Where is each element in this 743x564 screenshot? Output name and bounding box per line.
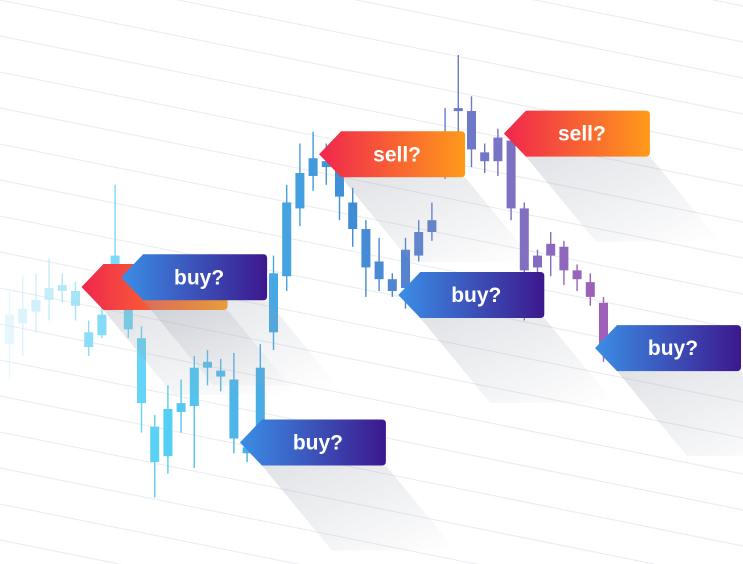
tag-shadow xyxy=(261,465,456,551)
candle-body xyxy=(229,379,239,439)
candle xyxy=(453,55,463,138)
candle-body xyxy=(295,173,305,209)
tag-shadow xyxy=(143,300,338,386)
candle-body xyxy=(467,111,476,150)
buy-signal-tag: buy? xyxy=(239,419,456,551)
candle-body xyxy=(453,108,463,112)
candle-body xyxy=(480,152,490,162)
candle xyxy=(84,320,94,356)
buy-signal-tag: buy? xyxy=(595,325,743,457)
grid-line xyxy=(0,503,300,564)
candle-body xyxy=(44,288,54,300)
grid-line xyxy=(0,323,743,475)
candle-body xyxy=(242,447,252,454)
candle-body xyxy=(401,249,410,289)
candle xyxy=(57,273,67,303)
candle xyxy=(348,187,358,247)
candle-body xyxy=(255,367,265,451)
tag-shape xyxy=(503,110,650,157)
candle-body xyxy=(599,302,608,350)
tag-label: buy? xyxy=(451,284,501,307)
candle-body xyxy=(97,314,107,336)
tag-label: buy? xyxy=(293,432,343,455)
candle xyxy=(18,276,28,356)
candle xyxy=(308,131,318,191)
candle-body xyxy=(335,170,344,197)
candle xyxy=(506,128,516,221)
tag-shadow xyxy=(341,177,536,263)
grid-line xyxy=(0,143,743,295)
candle-body xyxy=(176,403,186,412)
candle xyxy=(150,414,160,498)
candle-body xyxy=(84,332,94,348)
candle-body xyxy=(150,426,160,463)
candle xyxy=(163,385,173,474)
tag-label: sell? xyxy=(373,143,421,166)
candle-body xyxy=(348,202,358,230)
sell-signal-tag: sell? xyxy=(319,131,536,263)
candle-body xyxy=(559,246,569,271)
candle xyxy=(374,237,384,291)
candle-body xyxy=(572,270,582,280)
grid-line xyxy=(354,0,743,79)
candle-body xyxy=(163,409,173,457)
tag-label: sell? xyxy=(558,123,606,146)
candle xyxy=(467,96,476,168)
tag-shape xyxy=(398,272,545,318)
candle xyxy=(480,143,490,173)
candle xyxy=(31,273,41,333)
tag-shape xyxy=(319,131,466,178)
candle-body xyxy=(18,308,28,324)
candle-body xyxy=(519,208,529,271)
candle xyxy=(493,128,503,176)
candle-body xyxy=(71,291,80,306)
candle xyxy=(546,232,556,277)
grid-line xyxy=(0,179,743,331)
candle-body xyxy=(5,314,14,345)
candle-body xyxy=(282,202,292,277)
candle xyxy=(5,291,14,380)
tag-shape xyxy=(595,325,741,372)
candle-body xyxy=(546,243,556,256)
candle-body xyxy=(374,261,384,280)
sell-signal-tag: sell? xyxy=(503,110,720,242)
candle-body xyxy=(57,285,67,291)
tag-shape xyxy=(121,254,268,301)
tag-shape xyxy=(239,419,386,466)
candle xyxy=(71,282,80,321)
grid-line xyxy=(532,0,743,43)
tag-shadow xyxy=(617,371,743,457)
candle xyxy=(282,184,292,291)
candle xyxy=(44,258,54,321)
candle-body xyxy=(493,137,503,162)
candle xyxy=(295,143,305,227)
buy-signal-tag: buy? xyxy=(121,254,338,386)
candle-body xyxy=(31,299,41,312)
candle xyxy=(572,264,582,291)
candle-body xyxy=(506,140,516,209)
candle-body xyxy=(269,273,278,333)
grid-line xyxy=(175,0,743,115)
tag-label: buy? xyxy=(648,337,698,360)
tag-label: buy? xyxy=(174,266,224,289)
signal-tags: sell?buy?buy?sell?buy?sell?buy? xyxy=(81,110,743,551)
tag-shadow xyxy=(420,318,615,403)
candle-body xyxy=(137,338,146,404)
tag-shadow xyxy=(525,156,720,242)
buy-signal-tag: buy? xyxy=(398,272,615,403)
candle xyxy=(387,273,397,297)
candle-body xyxy=(585,282,595,297)
candle-body xyxy=(308,158,318,176)
candle xyxy=(559,240,569,286)
candle-body xyxy=(533,255,542,268)
candle xyxy=(585,273,595,306)
candle-body xyxy=(321,161,331,168)
candle-body xyxy=(361,229,371,268)
candle-body xyxy=(387,279,397,291)
candle xyxy=(361,220,371,297)
